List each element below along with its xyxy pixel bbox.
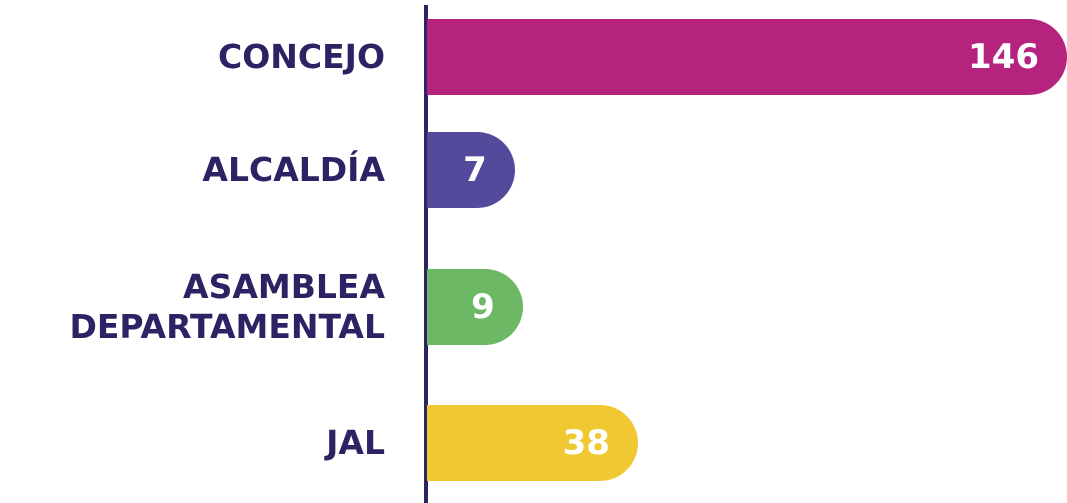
- category-label: CONCEJO: [218, 37, 385, 76]
- bar: [427, 19, 1067, 95]
- category-label: ASAMBLEA DEPARTAMENTAL: [69, 267, 385, 346]
- value-label: 146: [968, 37, 1039, 77]
- bar: [427, 269, 523, 345]
- bar: [427, 132, 515, 208]
- value-label: 9: [471, 287, 495, 327]
- value-label: 7: [463, 150, 487, 190]
- bar: [427, 405, 638, 481]
- axis-line: [424, 5, 428, 503]
- value-label: 38: [562, 423, 610, 463]
- category-label: JAL: [326, 423, 385, 462]
- category-label: ALCALDÍA: [202, 150, 385, 189]
